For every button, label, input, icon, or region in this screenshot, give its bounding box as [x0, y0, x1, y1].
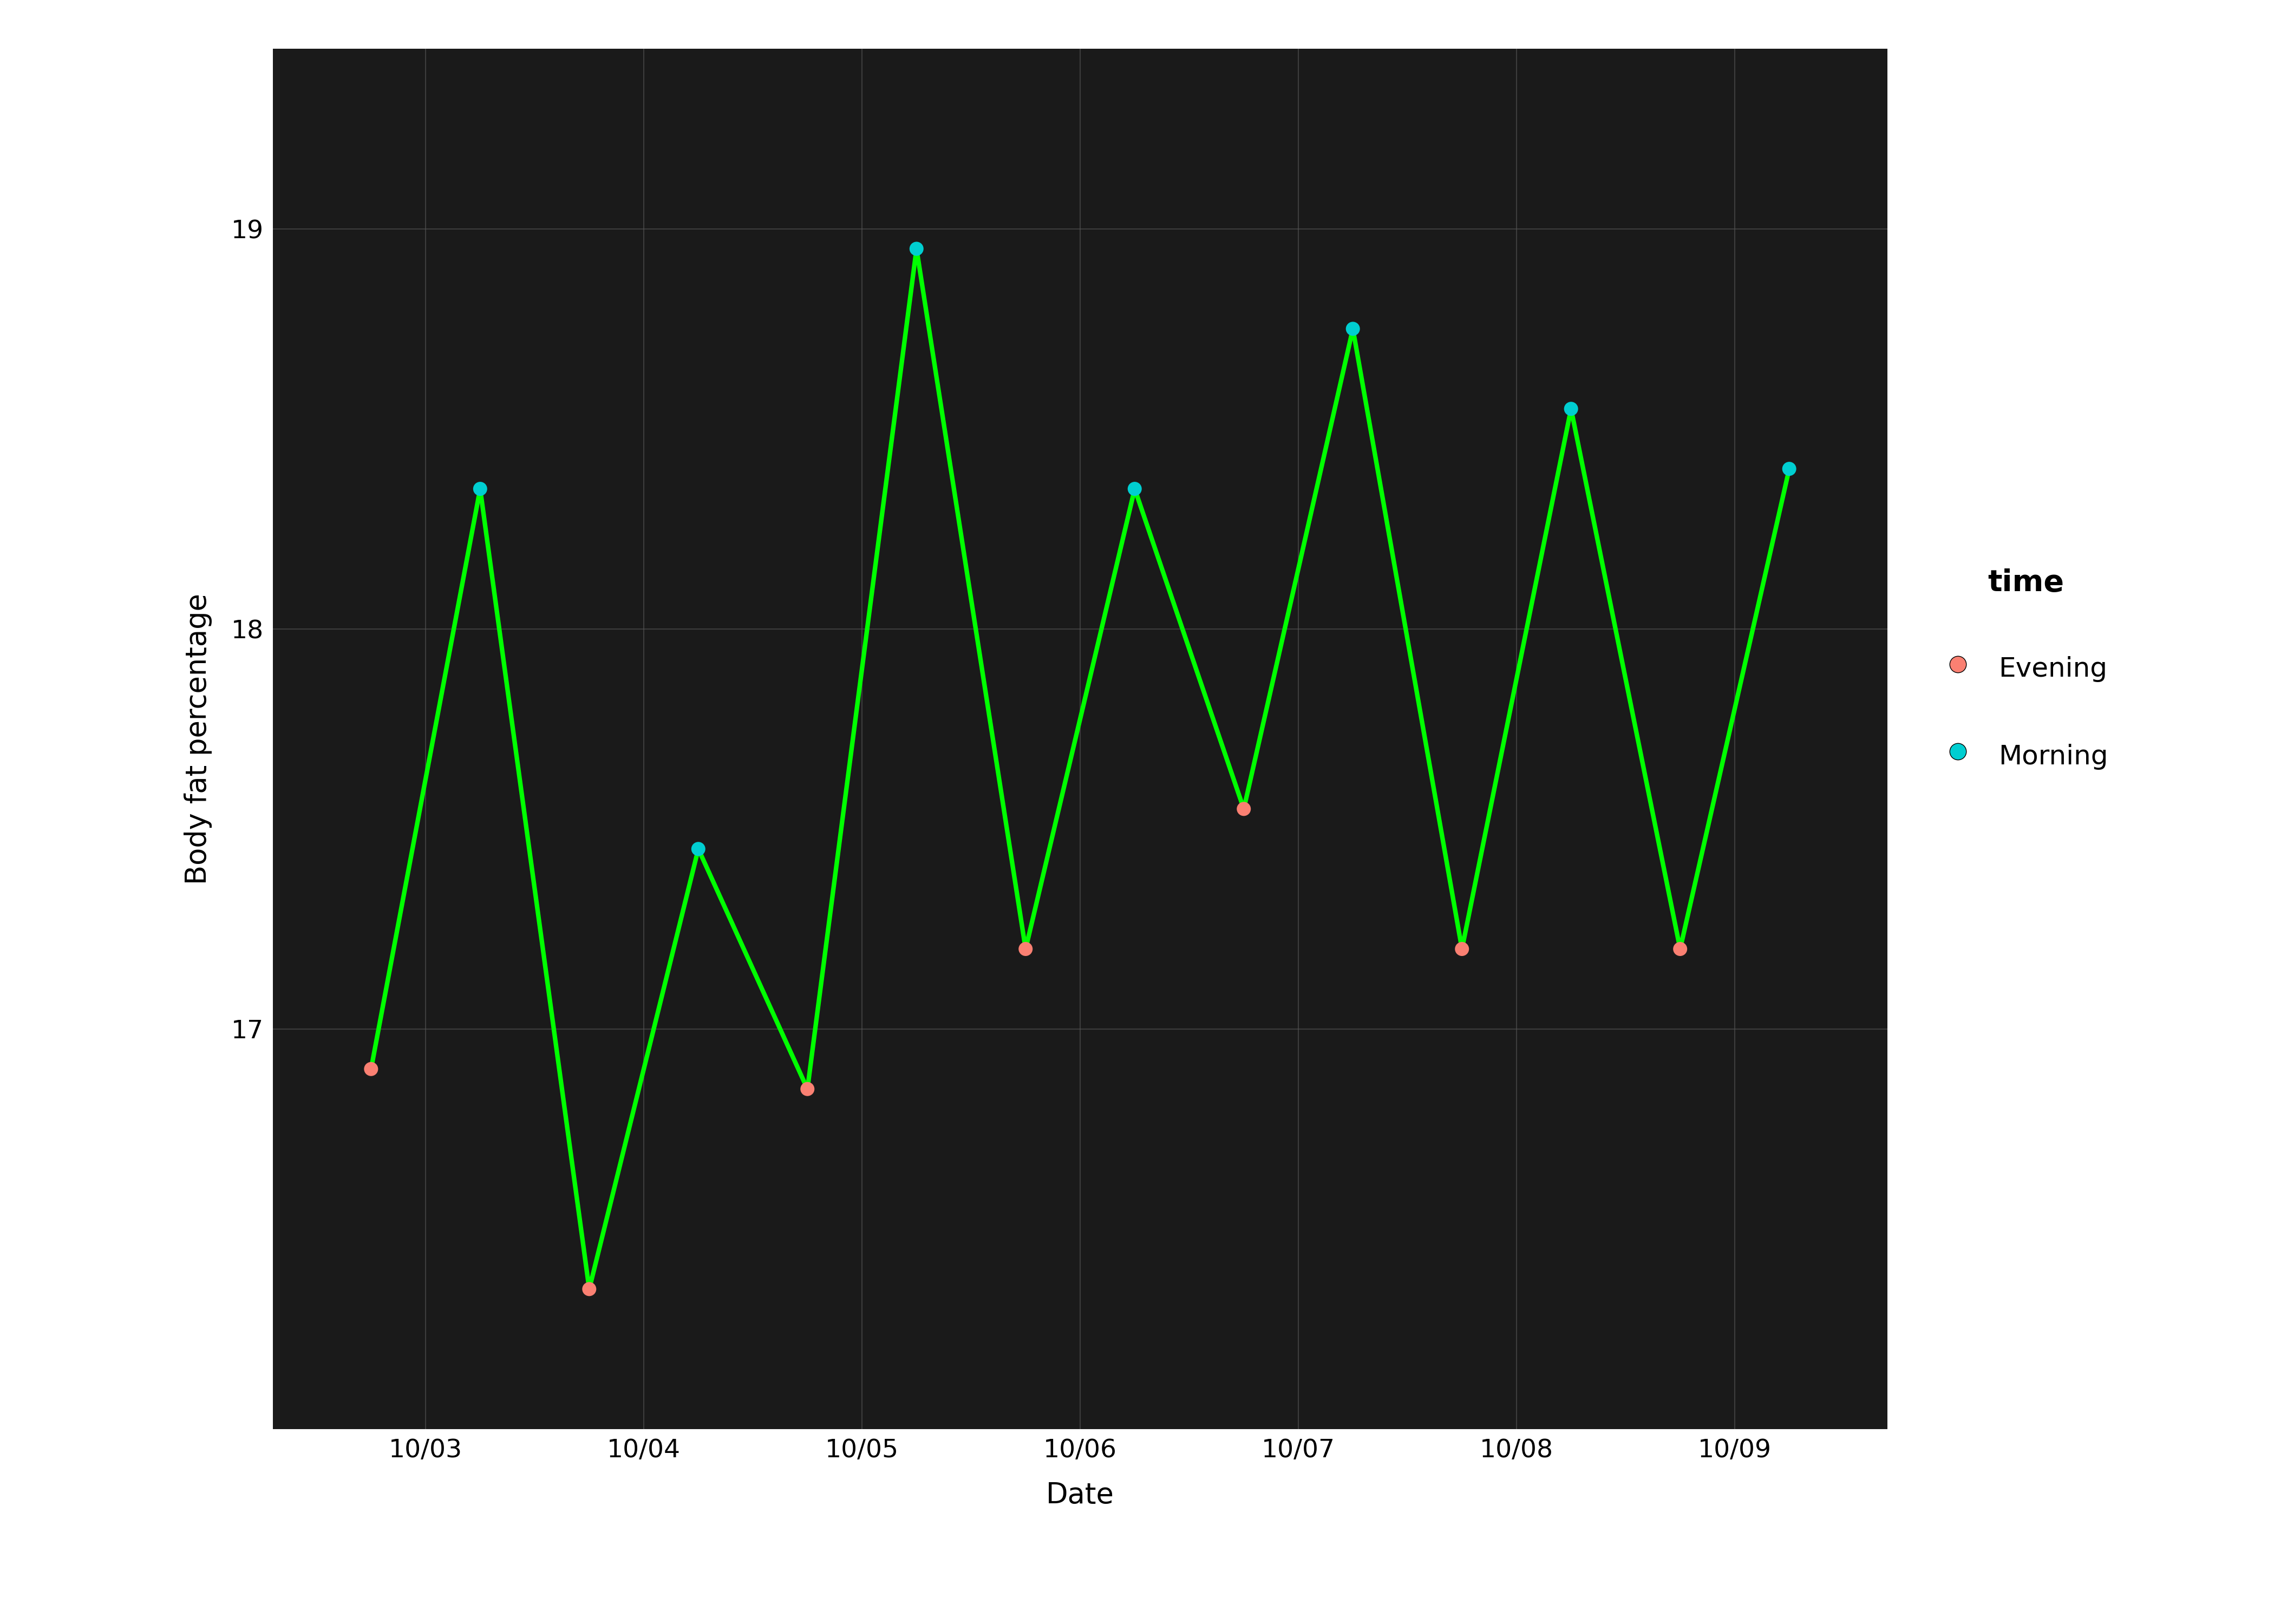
Legend: Evening, Morning: Evening, Morning	[1917, 541, 2135, 799]
Point	[1771, 456, 1808, 482]
Point	[352, 1056, 389, 1082]
X-axis label: Date: Date	[1046, 1481, 1114, 1509]
Point	[571, 1276, 607, 1302]
Point	[1117, 476, 1153, 502]
Point	[462, 476, 498, 502]
Y-axis label: Body fat percentage: Body fat percentage	[184, 593, 211, 885]
Point	[1553, 396, 1590, 422]
Point	[1662, 935, 1699, 961]
Point	[789, 1077, 825, 1103]
Point	[1444, 935, 1480, 961]
Point	[1226, 796, 1262, 822]
Point	[898, 235, 935, 261]
Point	[680, 836, 716, 862]
Point	[1335, 315, 1371, 341]
Point	[1007, 935, 1044, 961]
